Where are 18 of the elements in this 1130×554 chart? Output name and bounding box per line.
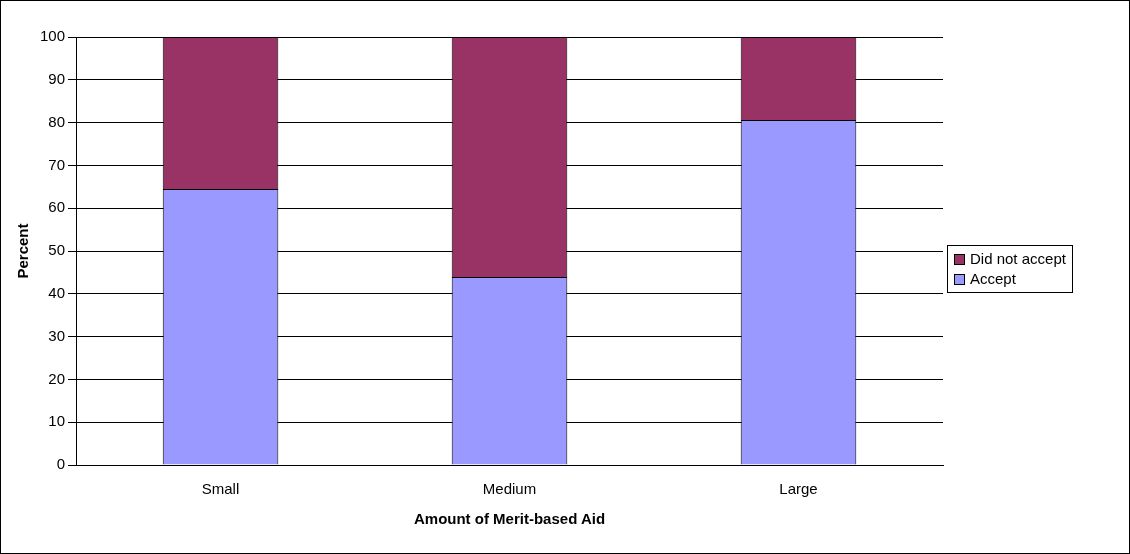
y-tick-label: 20	[48, 369, 66, 387]
x-axis-title: Amount of Merit-based Aid	[413, 510, 606, 528]
x-tick-label: Large	[779, 480, 818, 498]
y-tick-label: 40	[48, 283, 66, 301]
y-tick-label: 30	[48, 326, 66, 344]
y-axis-title: Percent	[14, 223, 32, 279]
legend-label: Did not accept	[970, 249, 1066, 269]
y-tick-label: 0	[56, 455, 66, 473]
y-tick-label: 100	[40, 27, 66, 45]
legend-label: Accept	[970, 269, 1016, 289]
y-tick-label: 70	[48, 155, 66, 173]
y-tick-label: 90	[48, 69, 66, 87]
y-tick-label: 50	[48, 241, 66, 259]
y-tick-label: 60	[48, 198, 66, 216]
x-tick-label: Medium	[482, 480, 537, 498]
y-tick-label: 80	[48, 112, 66, 130]
x-tick-label: Small	[201, 480, 240, 498]
y-tick-label: 10	[48, 412, 66, 430]
